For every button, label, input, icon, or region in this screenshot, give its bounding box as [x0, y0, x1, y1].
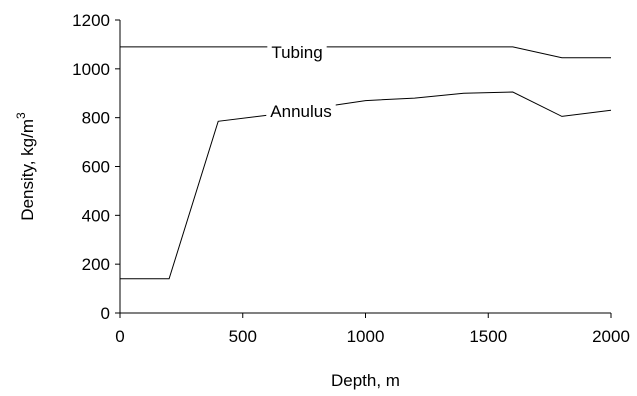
x-tick-label: 1000 [347, 327, 385, 346]
x-tick-label: 500 [229, 327, 257, 346]
y-tick-label: 1200 [72, 11, 110, 30]
y-axis-title-text: Density, kg/m [18, 119, 37, 221]
y-tick-label: 200 [82, 255, 110, 274]
series-label-background [266, 101, 336, 122]
x-tick-label: 0 [115, 327, 124, 346]
x-tick-label: 2000 [592, 327, 630, 346]
series-line-annulus [120, 91, 612, 280]
series-label-annulus: Annulus [270, 102, 331, 121]
series-line-tubing [120, 46, 611, 59]
axes: 0 200 400 600 800 1000 1200 0 500 1000 1500 2000 [72, 11, 630, 346]
y-tick-label: 400 [82, 206, 110, 225]
labels-layer: Tubing Annulus [266, 42, 336, 122]
x-tick-label: 1500 [469, 327, 507, 346]
series-label-tubing: Tubing [271, 43, 322, 62]
y-axis-title-superscript: 3 [14, 112, 28, 119]
series-layer [120, 46, 612, 280]
y-tick-label: 600 [82, 158, 110, 177]
x-axis-title: Depth, m [331, 371, 400, 390]
y-tick-label: 800 [82, 109, 110, 128]
y-axis-title: Density, kg/m3 [14, 112, 37, 221]
y-tick-label: 0 [101, 304, 110, 323]
series-label-background [267, 42, 327, 63]
y-tick-label: 1000 [72, 60, 110, 79]
